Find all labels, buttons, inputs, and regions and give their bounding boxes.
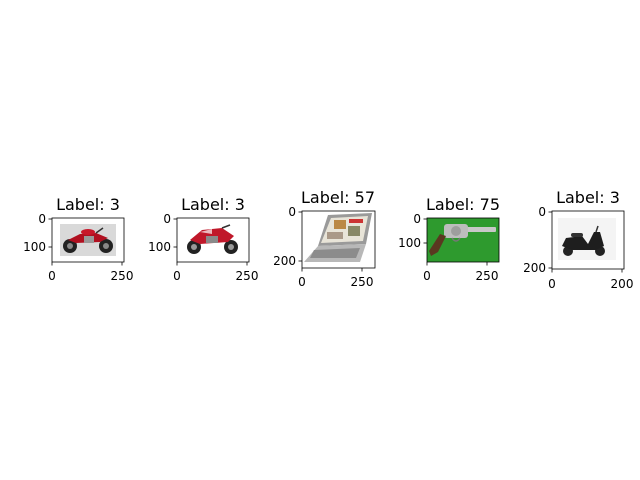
panel-title: Label: 3 [556, 188, 620, 207]
y-tick-label: 0 [163, 212, 171, 226]
axes-frame [426, 217, 500, 263]
panel-title: Label: 75 [426, 195, 500, 214]
revolver-icon [427, 218, 499, 262]
x-tick-label: 0 [298, 275, 306, 289]
axes-frame [551, 210, 625, 270]
y-tick-label: 100 [148, 240, 171, 254]
x-tick-label: 250 [351, 275, 374, 289]
panel-2: Label: 3 0 100 0 250 [148, 195, 258, 283]
y-tick-label: 0 [288, 205, 296, 219]
x-tick-label: 200 [611, 277, 634, 291]
y-tick-label: 100 [398, 236, 421, 250]
red-cruiser-motorcycle-icon [52, 218, 124, 262]
y-tick-label: 200 [273, 254, 296, 268]
y-tick-label: 0 [38, 212, 46, 226]
y-tick-label: 200 [523, 261, 546, 275]
panel-1: Label: 3 0 100 0 250 [23, 195, 133, 283]
panel-4: Label: 75 0 100 0 250 [398, 195, 500, 283]
x-tick-label: 250 [236, 269, 259, 283]
panel-title: Label: 3 [181, 195, 245, 214]
y-tick-label: 0 [538, 205, 546, 219]
x-tick-label: 0 [423, 269, 431, 283]
x-tick-label: 0 [548, 277, 556, 291]
x-tick-label: 250 [111, 269, 134, 283]
x-tick-label: 250 [476, 269, 499, 283]
axes-frame [301, 210, 376, 269]
panel-title: Label: 57 [301, 188, 375, 207]
x-tick-label: 0 [173, 269, 181, 283]
panel-5: Label: 3 0 200 0 200 [523, 188, 633, 291]
axes-frame [51, 217, 125, 263]
axes-frame [176, 217, 250, 263]
red-sport-motorcycle-icon [177, 218, 249, 262]
y-tick-label: 100 [23, 240, 46, 254]
black-scooter-icon [552, 211, 624, 269]
panel-3: Label: 57 0 200 0 250 [273, 188, 376, 289]
panel-title: Label: 3 [56, 195, 120, 214]
x-tick-label: 0 [48, 269, 56, 283]
laptop-icon [302, 211, 375, 268]
y-tick-label: 0 [413, 212, 421, 226]
